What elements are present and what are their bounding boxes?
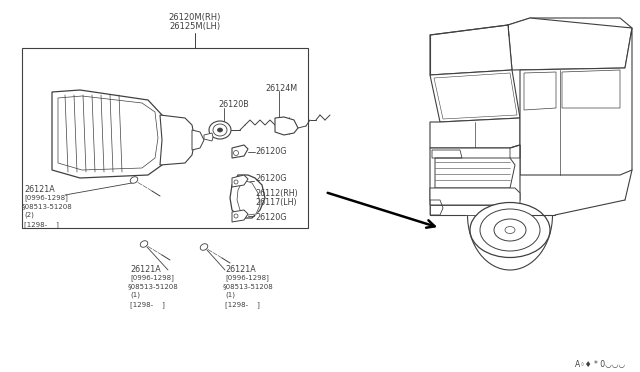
Text: 26121A: 26121A [225,265,256,274]
Polygon shape [430,145,520,200]
Text: 26121A: 26121A [24,185,55,194]
Ellipse shape [130,177,138,183]
Polygon shape [192,130,204,150]
Text: 26120M(RH): 26120M(RH) [169,13,221,22]
Text: (2): (2) [24,212,34,218]
Ellipse shape [470,202,550,257]
Polygon shape [232,210,248,222]
Ellipse shape [480,209,540,251]
Text: 26120B: 26120B [218,100,249,109]
Ellipse shape [505,227,515,234]
Polygon shape [232,175,248,187]
Text: A◦♦ * 0◡◡◡: A◦♦ * 0◡◡◡ [575,360,625,369]
Polygon shape [52,90,165,178]
Text: (1): (1) [225,292,235,298]
Text: §08513-51208: §08513-51208 [223,283,274,289]
Ellipse shape [213,124,227,136]
Ellipse shape [140,241,148,247]
Text: [0996-1298]: [0996-1298] [24,194,68,201]
Polygon shape [430,188,520,205]
Polygon shape [160,115,195,165]
Text: 26124M: 26124M [265,84,297,93]
Polygon shape [237,180,260,215]
Polygon shape [520,28,632,175]
Polygon shape [430,118,520,148]
Text: [1298-    ]: [1298- ] [225,301,260,308]
Text: 26121A: 26121A [130,265,161,274]
Text: [0996-1298]: [0996-1298] [225,274,269,281]
Ellipse shape [209,121,231,139]
Text: [1298-    ]: [1298- ] [130,301,165,308]
Text: 26120G: 26120G [255,174,287,183]
Text: 26120G: 26120G [255,147,287,156]
Text: §08513-51208: §08513-51208 [128,283,179,289]
Ellipse shape [200,244,208,250]
Text: 26125M(LH): 26125M(LH) [170,22,221,31]
Polygon shape [275,117,298,135]
Text: §08513-51208: §08513-51208 [22,203,73,209]
Text: (1): (1) [130,292,140,298]
Text: 26112(RH): 26112(RH) [255,189,298,198]
Text: 26120G: 26120G [255,213,287,222]
Ellipse shape [494,219,526,241]
Polygon shape [430,25,512,75]
Text: [1298-    ]: [1298- ] [24,221,59,228]
Polygon shape [232,145,248,158]
Text: 26117(LH): 26117(LH) [255,198,296,207]
Text: [0996-1298]: [0996-1298] [130,274,174,281]
Bar [22,48,308,228]
Ellipse shape [218,128,223,132]
Polygon shape [430,70,520,122]
Polygon shape [508,18,632,70]
Polygon shape [230,175,265,218]
Polygon shape [204,133,213,141]
